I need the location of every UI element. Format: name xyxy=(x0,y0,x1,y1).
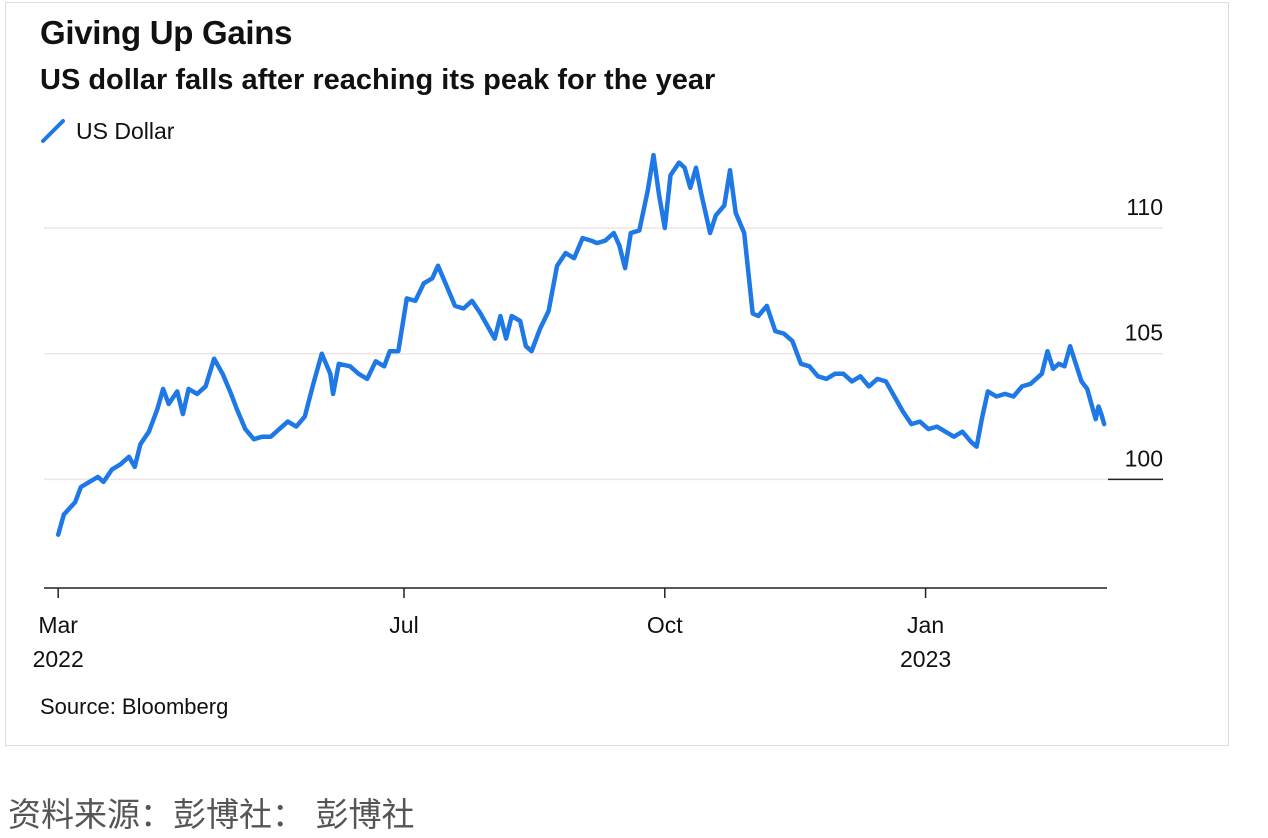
y-tick-label-105: 105 xyxy=(1125,320,1163,346)
source-note: Source: Bloomberg xyxy=(40,694,229,719)
y-tick-label-100: 100 xyxy=(1125,445,1163,471)
chart-subtitle: US dollar falls after reaching its peak … xyxy=(40,64,716,96)
x-tick-label-jul: Jul xyxy=(389,612,418,638)
y-axis-labels: 100 105 110 xyxy=(1125,194,1163,471)
legend-label-us-dollar: US Dollar xyxy=(76,117,175,144)
x-tick-sublabel-2022: 2022 xyxy=(33,646,84,672)
chart-legend: US Dollar xyxy=(40,116,174,146)
y-tick-label-110: 110 xyxy=(1126,194,1163,220)
line-series-icon xyxy=(41,119,65,143)
x-tick-sublabel-2023: 2023 xyxy=(900,646,951,672)
x-tick-label-mar: Mar xyxy=(38,612,78,638)
x-tick-label-oct: Oct xyxy=(647,612,683,638)
chart-title: Giving Up Gains xyxy=(40,14,293,51)
x-axis: Mar 2022 Jul Oct Jan 2023 xyxy=(33,587,1107,672)
gridlines xyxy=(44,227,1163,481)
image-caption: 资料来源：彭博社： 彭博社 xyxy=(8,795,415,834)
series-layer xyxy=(55,152,1107,537)
x-tick-label-jan: Jan xyxy=(907,612,944,638)
series-line-us-dollar xyxy=(55,152,1107,537)
